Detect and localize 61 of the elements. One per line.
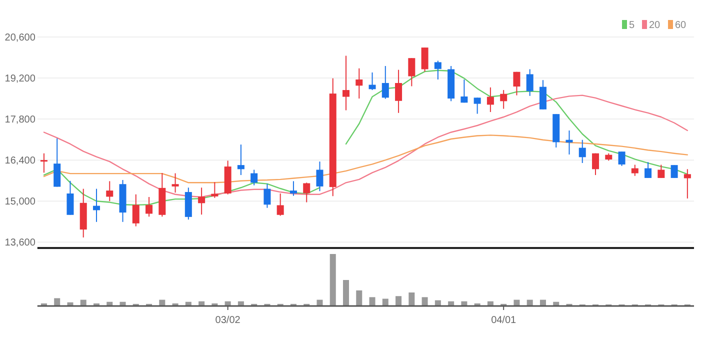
candlestick [316,161,324,192]
candlestick [276,192,284,216]
candlestick [566,130,573,156]
candlestick [342,55,350,111]
candlestick [500,90,508,110]
bar [356,290,362,306]
bar [396,296,402,306]
candlestick [106,180,114,202]
candlestick [658,164,665,178]
candlestick [368,72,376,91]
candlestick [290,180,297,196]
candlestick [303,182,310,203]
bar [408,292,415,306]
legend-label: 60 [675,20,687,31]
candlestick [356,68,363,100]
candlestick [132,194,140,227]
x-tick-label: 03/02 [215,315,241,326]
y-tick-label: 15,000 [4,196,36,208]
candlestick [40,152,48,174]
candlestick [644,162,652,178]
candlestick [146,196,153,218]
bar [369,297,376,306]
candlestick [408,58,416,87]
bar [54,298,60,306]
candlestick [92,188,100,222]
candlestick [684,168,691,199]
candlestick [474,97,481,114]
candlestick [395,69,402,114]
candlestick [539,80,546,110]
candlestick [578,139,586,164]
candlestick [631,164,638,176]
candlestick [54,138,61,188]
candlestick [670,164,678,178]
y-tick-label: 16,400 [4,156,36,167]
y-tick-label: 20,600 [4,32,36,44]
x-tick-label: 04/01 [491,315,517,326]
candlestick [526,68,534,96]
legend-label: 5 [629,20,635,31]
legend-label: 20 [649,20,661,31]
candlestick [66,180,74,216]
bar [422,297,428,306]
candlestick [382,66,389,100]
candlestick [460,78,468,104]
bar [382,298,388,306]
candlestick [513,71,520,96]
candlestick [172,172,179,194]
candlestick [421,47,428,72]
candlestick [250,169,258,186]
y-tick-label: 17,800 [4,114,36,126]
bar [343,280,349,306]
candlestick [592,152,600,176]
candlestick [618,151,626,166]
bar [330,254,336,306]
candlestick [434,60,442,80]
y-tick-label: 19,200 [4,74,36,85]
candlestick [486,86,494,113]
y-tick-label: 13,600 [4,238,36,249]
candlestick [237,144,244,176]
candlestick [198,187,206,216]
candlestick [211,182,218,198]
candlestick [264,183,271,208]
